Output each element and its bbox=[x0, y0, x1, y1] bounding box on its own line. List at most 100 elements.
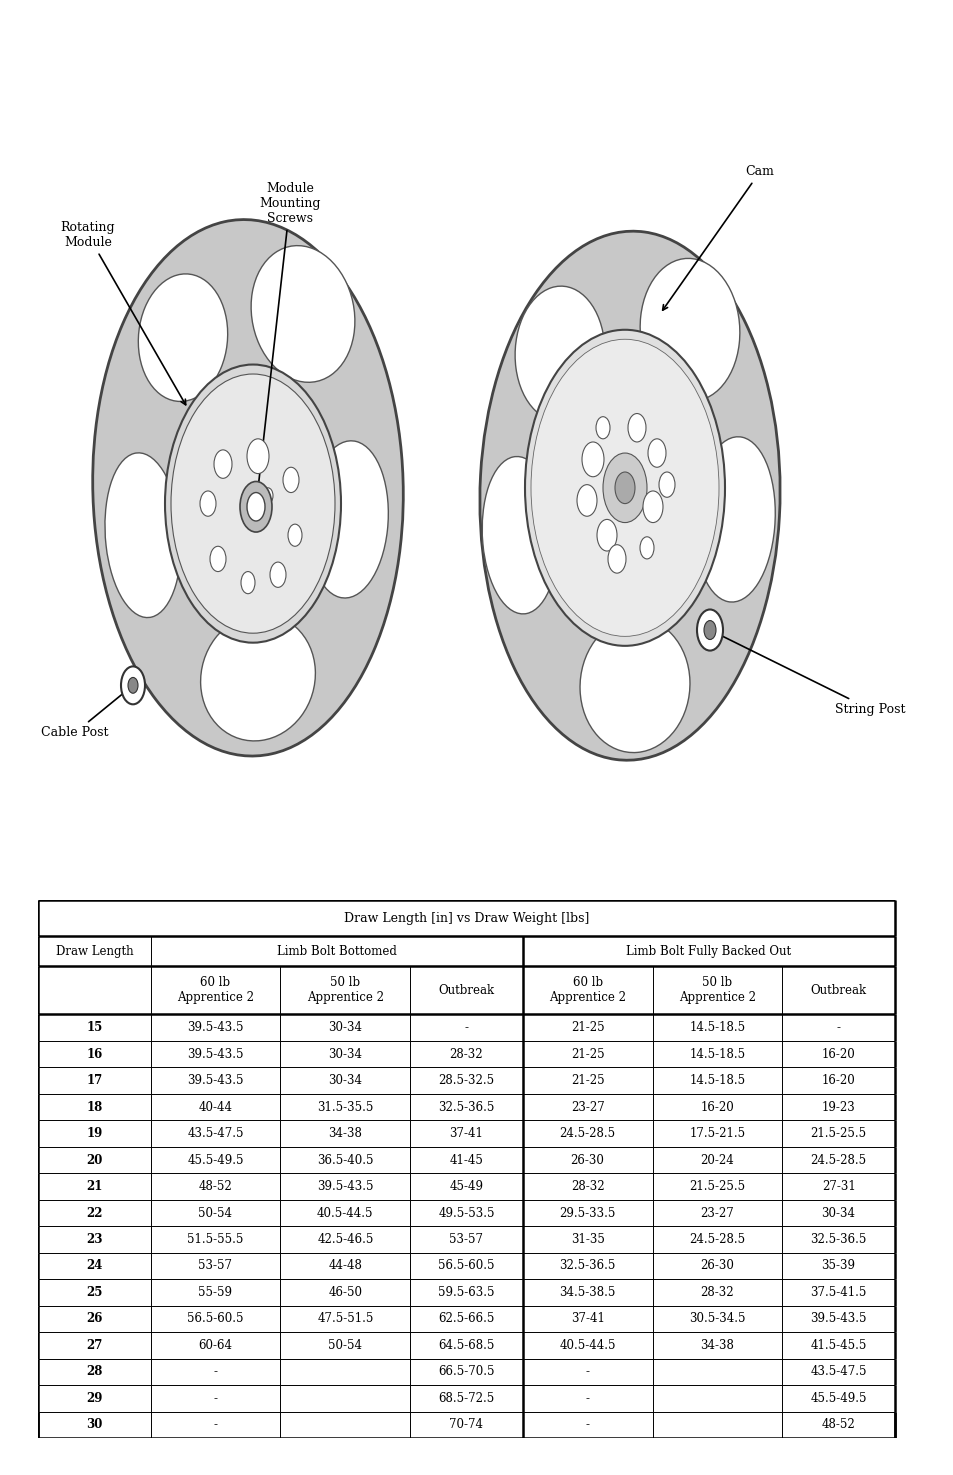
Text: 50-54: 50-54 bbox=[198, 1207, 233, 1220]
Text: 30: 30 bbox=[86, 1419, 102, 1431]
Text: 28-32: 28-32 bbox=[449, 1047, 483, 1061]
Text: 30-34: 30-34 bbox=[821, 1207, 855, 1220]
Circle shape bbox=[647, 440, 665, 468]
Circle shape bbox=[577, 485, 597, 516]
Circle shape bbox=[165, 364, 340, 643]
Circle shape bbox=[263, 488, 273, 503]
Text: 27-31: 27-31 bbox=[821, 1180, 855, 1193]
Ellipse shape bbox=[138, 274, 228, 401]
Text: 32.5-36.5: 32.5-36.5 bbox=[809, 1233, 866, 1246]
Text: 45.5-49.5: 45.5-49.5 bbox=[809, 1392, 866, 1404]
Text: -: - bbox=[585, 1419, 589, 1431]
Text: -: - bbox=[464, 1021, 468, 1034]
Text: 46-50: 46-50 bbox=[328, 1286, 362, 1299]
Text: 32.5-36.5: 32.5-36.5 bbox=[437, 1100, 495, 1114]
Text: Cam: Cam bbox=[662, 165, 774, 310]
Text: 47.5-51.5: 47.5-51.5 bbox=[316, 1313, 374, 1326]
Circle shape bbox=[597, 519, 617, 552]
Text: 30.5-34.5: 30.5-34.5 bbox=[688, 1313, 745, 1326]
Text: -: - bbox=[836, 1021, 840, 1034]
Ellipse shape bbox=[92, 220, 403, 757]
Text: 24.5-28.5: 24.5-28.5 bbox=[689, 1233, 744, 1246]
Ellipse shape bbox=[515, 286, 604, 420]
Text: 26-30: 26-30 bbox=[700, 1260, 734, 1273]
Circle shape bbox=[247, 440, 269, 473]
Text: -: - bbox=[585, 1366, 589, 1379]
Text: 15: 15 bbox=[86, 1021, 102, 1034]
Circle shape bbox=[659, 472, 675, 497]
Circle shape bbox=[241, 571, 254, 593]
Text: Cable Post: Cable Post bbox=[41, 689, 130, 739]
Text: 48-52: 48-52 bbox=[821, 1419, 855, 1431]
Text: 27: 27 bbox=[86, 1339, 102, 1353]
Text: 30-34: 30-34 bbox=[328, 1074, 362, 1087]
Text: 34.5-38.5: 34.5-38.5 bbox=[558, 1286, 615, 1299]
Text: 59.5-63.5: 59.5-63.5 bbox=[437, 1286, 495, 1299]
Text: 34-38: 34-38 bbox=[700, 1339, 734, 1353]
Circle shape bbox=[581, 442, 603, 476]
Text: 14.5-18.5: 14.5-18.5 bbox=[689, 1074, 744, 1087]
Text: 56.5-60.5: 56.5-60.5 bbox=[187, 1313, 243, 1326]
Text: 37-41: 37-41 bbox=[449, 1127, 483, 1140]
Ellipse shape bbox=[479, 232, 780, 760]
Text: Module
Mounting
Screws: Module Mounting Screws bbox=[254, 181, 320, 502]
Circle shape bbox=[288, 524, 302, 546]
Text: 21-25: 21-25 bbox=[570, 1074, 604, 1087]
Text: 30-34: 30-34 bbox=[328, 1047, 362, 1061]
Text: 60 lb
Apprentice 2: 60 lb Apprentice 2 bbox=[549, 976, 625, 1004]
Text: 30-34: 30-34 bbox=[328, 1021, 362, 1034]
Text: 21: 21 bbox=[86, 1180, 102, 1193]
Text: 70-74: 70-74 bbox=[449, 1419, 483, 1431]
Text: 21-25: 21-25 bbox=[570, 1021, 604, 1034]
Text: 17: 17 bbox=[86, 1074, 102, 1087]
Text: 24: 24 bbox=[86, 1260, 102, 1273]
Circle shape bbox=[213, 450, 232, 478]
Text: 36.5-40.5: 36.5-40.5 bbox=[316, 1153, 374, 1167]
Text: 21.5-25.5: 21.5-25.5 bbox=[689, 1180, 744, 1193]
Text: 28-32: 28-32 bbox=[570, 1180, 604, 1193]
Text: 50-54: 50-54 bbox=[328, 1339, 362, 1353]
Text: 43.5-47.5: 43.5-47.5 bbox=[187, 1127, 243, 1140]
Ellipse shape bbox=[639, 258, 740, 401]
Text: 56.5-60.5: 56.5-60.5 bbox=[437, 1260, 495, 1273]
Ellipse shape bbox=[200, 614, 315, 740]
Text: 34-38: 34-38 bbox=[328, 1127, 362, 1140]
Text: 25: 25 bbox=[86, 1286, 102, 1299]
Text: 50 lb
Apprentice 2: 50 lb Apprentice 2 bbox=[679, 976, 755, 1004]
Circle shape bbox=[210, 546, 226, 571]
Text: 39.5-43.5: 39.5-43.5 bbox=[187, 1047, 243, 1061]
Text: 39.5-43.5: 39.5-43.5 bbox=[316, 1180, 374, 1193]
Text: 23: 23 bbox=[86, 1233, 103, 1246]
Circle shape bbox=[602, 453, 646, 522]
Text: 16-20: 16-20 bbox=[821, 1047, 855, 1061]
Text: 50 lb
Apprentice 2: 50 lb Apprentice 2 bbox=[307, 976, 383, 1004]
Text: 16-20: 16-20 bbox=[821, 1074, 855, 1087]
Text: Limb Bolt Bottomed: Limb Bolt Bottomed bbox=[276, 944, 396, 957]
Text: 21-25: 21-25 bbox=[570, 1047, 604, 1061]
Circle shape bbox=[703, 621, 716, 640]
Text: 24.5-28.5: 24.5-28.5 bbox=[559, 1127, 615, 1140]
Text: 32.5-36.5: 32.5-36.5 bbox=[558, 1260, 615, 1273]
Ellipse shape bbox=[579, 618, 689, 752]
Text: -: - bbox=[213, 1366, 217, 1379]
Circle shape bbox=[200, 491, 215, 516]
Text: 62.5-66.5: 62.5-66.5 bbox=[437, 1313, 495, 1326]
Text: 40.5-44.5: 40.5-44.5 bbox=[558, 1339, 616, 1353]
Text: 64.5-68.5: 64.5-68.5 bbox=[437, 1339, 495, 1353]
Text: 51.5-55.5: 51.5-55.5 bbox=[187, 1233, 243, 1246]
Text: 43.5-47.5: 43.5-47.5 bbox=[809, 1366, 866, 1379]
Circle shape bbox=[531, 339, 719, 636]
Text: 23-27: 23-27 bbox=[570, 1100, 604, 1114]
Text: 53-57: 53-57 bbox=[198, 1260, 233, 1273]
Text: 14.5-18.5: 14.5-18.5 bbox=[689, 1047, 744, 1061]
Text: 39.5-43.5: 39.5-43.5 bbox=[187, 1074, 243, 1087]
Text: 14.5-18.5: 14.5-18.5 bbox=[689, 1021, 744, 1034]
Text: 16: 16 bbox=[86, 1047, 102, 1061]
Text: 20: 20 bbox=[86, 1153, 102, 1167]
Text: 55-59: 55-59 bbox=[198, 1286, 233, 1299]
Text: 17.5-21.5: 17.5-21.5 bbox=[689, 1127, 744, 1140]
Text: 35-39: 35-39 bbox=[821, 1260, 855, 1273]
Text: 44-48: 44-48 bbox=[328, 1260, 362, 1273]
Text: 48-52: 48-52 bbox=[198, 1180, 233, 1193]
Ellipse shape bbox=[105, 453, 181, 618]
